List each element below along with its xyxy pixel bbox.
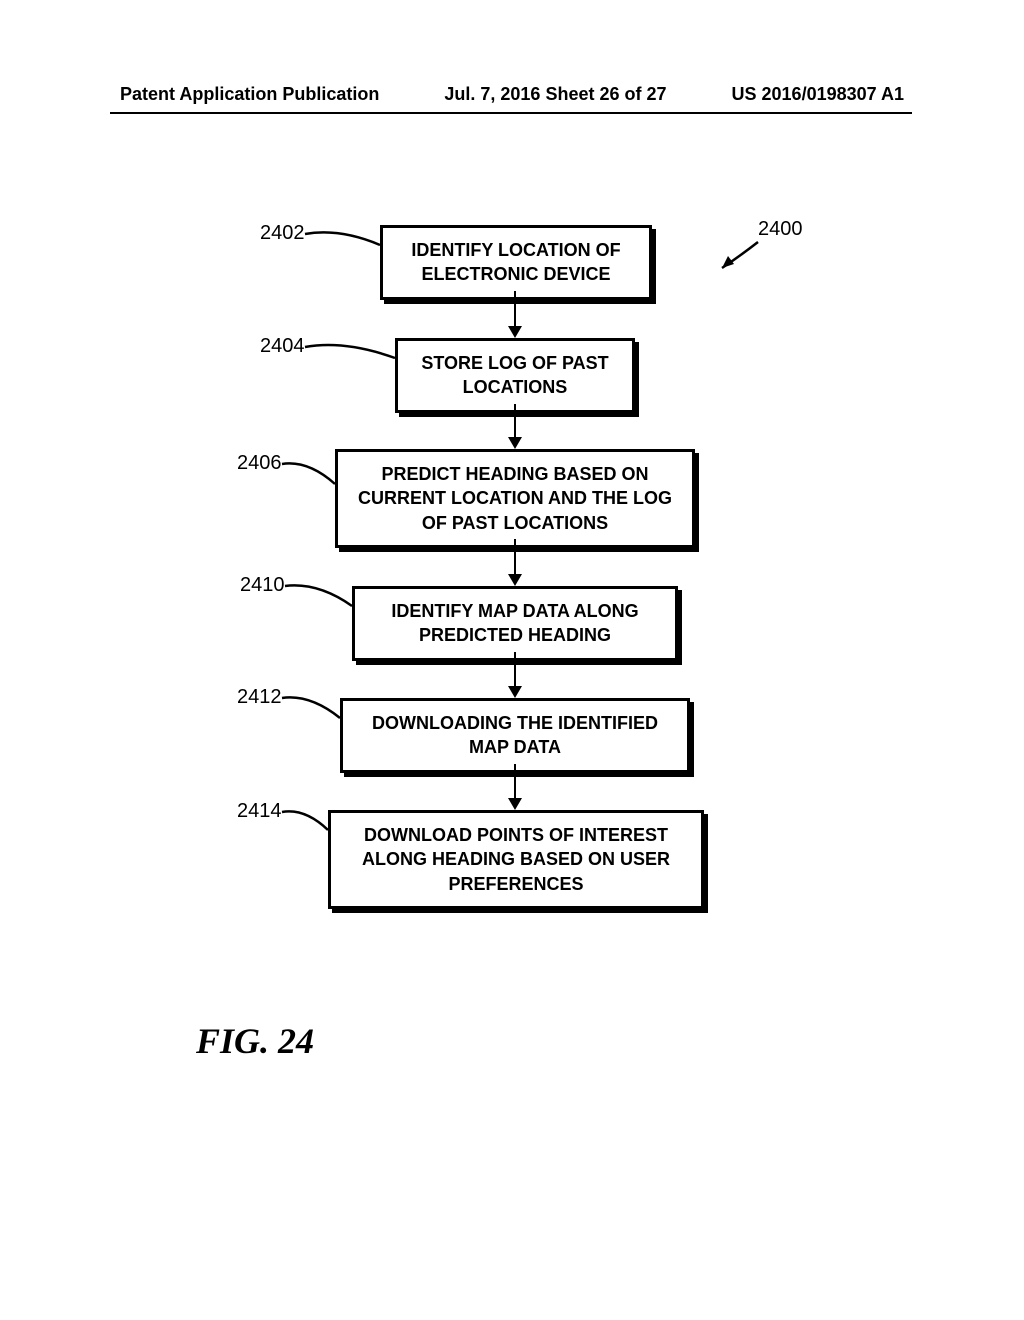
arrow-line	[514, 652, 516, 686]
flow-step-2412: DOWNLOADING THE IDENTIFIED MAP DATA	[340, 698, 690, 773]
ref-label-2414: 2414	[237, 800, 282, 823]
page-header: Patent Application Publication Jul. 7, 2…	[0, 84, 1024, 105]
arrow-head-icon	[508, 798, 522, 810]
leader-2414	[278, 804, 332, 834]
header-center: Jul. 7, 2016 Sheet 26 of 27	[444, 84, 666, 105]
flow-step-2410: IDENTIFY MAP DATA ALONG PREDICTED HEADIN…	[352, 586, 678, 661]
ref-label-2410: 2410	[240, 574, 285, 597]
leader-2406	[278, 456, 339, 488]
arrow-head-icon	[508, 437, 522, 449]
arrow-line	[514, 291, 516, 326]
ref-label-2406: 2406	[237, 452, 282, 475]
arrow-head-icon	[508, 574, 522, 586]
flow-step-2406: PREDICT HEADING BASED ON CURRENT LOCATIO…	[335, 449, 695, 548]
figure-label: FIG. 24	[196, 1020, 314, 1062]
ref-label-2402: 2402	[260, 222, 305, 245]
leader-2410	[281, 578, 356, 610]
leader-2412	[278, 690, 344, 722]
arrow-head-icon	[508, 326, 522, 338]
ref-label-2404: 2404	[260, 335, 305, 358]
leader-2402	[301, 224, 384, 249]
flow-step-2414: DOWNLOAD POINTS OF INTEREST ALONG HEADIN…	[328, 810, 704, 909]
arrow-line	[514, 764, 516, 798]
swoosh-2400	[712, 232, 768, 278]
flow-step-2404: STORE LOG OF PAST LOCATIONS	[395, 338, 635, 413]
arrow-line	[514, 404, 516, 437]
header-right: US 2016/0198307 A1	[732, 84, 904, 105]
ref-label-2412: 2412	[237, 686, 282, 709]
arrow-head-icon	[508, 686, 522, 698]
arrow-line	[514, 539, 516, 574]
header-divider	[110, 112, 912, 114]
flow-step-2402: IDENTIFY LOCATION OF ELECTRONIC DEVICE	[380, 225, 652, 300]
leader-2404	[301, 336, 399, 362]
header-left: Patent Application Publication	[120, 84, 379, 105]
